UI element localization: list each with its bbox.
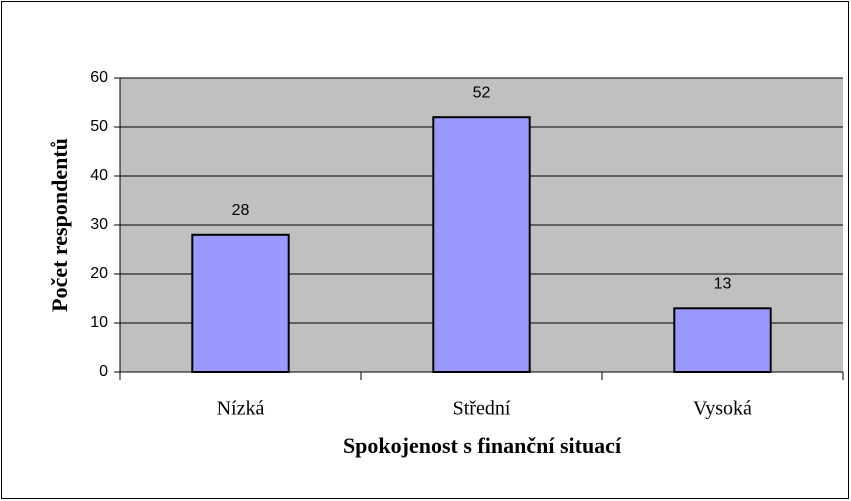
bar: [673, 307, 772, 373]
x-axis-title: Spokojenost s finanční situací: [343, 433, 622, 458]
data-label: 28: [232, 202, 250, 219]
x-tick-label: Střední: [453, 398, 511, 420]
x-tick-label: Nízká: [217, 398, 265, 420]
data-label: 52: [473, 84, 491, 101]
x-tick-label: Vysoká: [693, 398, 752, 420]
bar: [191, 233, 290, 373]
bar: [432, 116, 531, 373]
y-tick-label: 0: [99, 363, 108, 380]
data-label: 13: [714, 276, 732, 293]
y-tick-label: 30: [90, 216, 108, 233]
y-tick-label: 60: [90, 69, 108, 86]
y-tick-label: 40: [90, 167, 108, 184]
y-axis-title: Počet respondentů: [47, 138, 72, 312]
y-tick-label: 50: [90, 118, 108, 135]
y-tick-label: 20: [90, 265, 108, 282]
y-tick-label: 10: [90, 314, 108, 331]
